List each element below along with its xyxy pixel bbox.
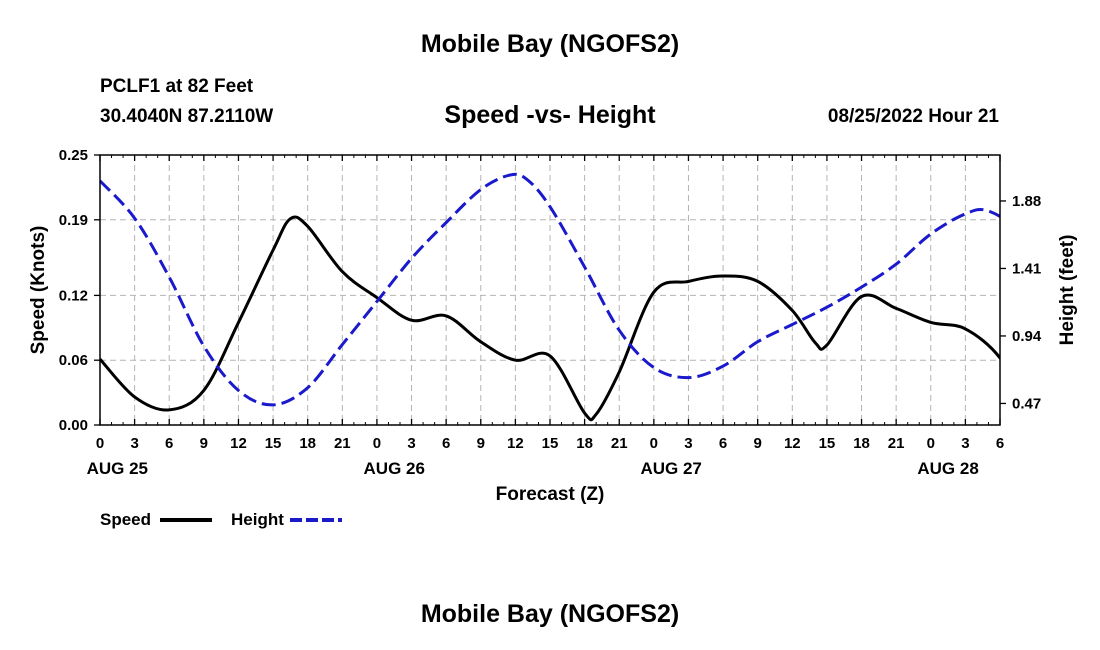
x-tick-label: 21 (888, 435, 905, 452)
main-title: Mobile Bay (NGOFS2) (420, 30, 680, 58)
legend: Speed Height (100, 510, 342, 529)
x-tick-label: 3 (961, 435, 969, 452)
chart-subtitle: Speed -vs- Height (444, 101, 656, 129)
x-tick-label: 3 (407, 435, 415, 452)
y-right-tick-label: 1.88 (1012, 193, 1041, 210)
x-tick-label: 6 (719, 435, 727, 452)
x-tick-label: 12 (507, 435, 524, 452)
y-axis-right-title: Height (feet) (1057, 235, 1078, 346)
day-label: AUG 25 (87, 459, 148, 478)
x-tick-label: 6 (165, 435, 173, 452)
y-left-tick-label: 0.12 (59, 287, 88, 304)
y-axis-left-title: Speed (Knots) (28, 226, 49, 355)
x-tick-label: 0 (927, 435, 935, 452)
x-tick-label: 15 (265, 435, 282, 452)
x-tick-label: 12 (230, 435, 247, 452)
y-right-tick-label: 0.94 (1012, 328, 1042, 345)
y-right-tick-label: 1.41 (1012, 260, 1041, 277)
day-label: AUG 27 (640, 459, 701, 478)
x-tick-label: 12 (784, 435, 801, 452)
x-tick-label: 18 (299, 435, 316, 452)
y-left-tick-label: 0.25 (59, 147, 88, 164)
x-tick-label: 9 (477, 435, 485, 452)
x-tick-label: 18 (576, 435, 593, 452)
x-axis-title: Forecast (Z) (496, 484, 605, 505)
x-tick-label: 15 (819, 435, 836, 452)
legend-speed-label: Speed (100, 510, 151, 529)
x-tick-label: 0 (96, 435, 104, 452)
x-tick-label: 3 (684, 435, 692, 452)
y-right-tick-label: 0.47 (1012, 395, 1041, 412)
y-left-tick-label: 0.19 (59, 212, 88, 229)
x-tick-label: 0 (373, 435, 381, 452)
axis-labels: 0 3 6 9 12 15 18 21 0 3 6 9 12 15 18 21 0 3 6 9 12 15 18 21 0 3 6A… (59, 147, 1042, 478)
x-tick-label: 9 (754, 435, 762, 452)
y-left-tick-label: 0.00 (59, 417, 88, 434)
x-tick-label: 3 (130, 435, 138, 452)
x-tick-label: 6 (996, 435, 1004, 452)
x-tick-label: 6 (442, 435, 450, 452)
footer-title: Mobile Bay (NGOFS2) (420, 600, 680, 628)
day-label: AUG 28 (917, 459, 978, 478)
x-tick-label: 21 (611, 435, 628, 452)
legend-height-label: Height (231, 510, 284, 529)
grid-lines (100, 155, 1000, 425)
x-tick-label: 0 (650, 435, 658, 452)
station-label: PCLF1 at 82 Feet (100, 76, 254, 97)
coordinates-label: 30.4040N 87.2110W (100, 106, 274, 127)
x-tick-label: 15 (542, 435, 559, 452)
height-series-line (100, 172, 1000, 407)
x-tick-label: 18 (853, 435, 870, 452)
speed-series-line (100, 215, 1000, 422)
x-tick-label: 9 (200, 435, 208, 452)
forecast-datetime: 08/25/2022 Hour 21 (827, 106, 999, 127)
x-tick-label: 21 (334, 435, 351, 452)
axis-ticks (94, 154, 1006, 426)
series-lines (100, 172, 1000, 422)
day-label: AUG 26 (364, 459, 425, 478)
y-left-tick-label: 0.06 (59, 352, 88, 369)
